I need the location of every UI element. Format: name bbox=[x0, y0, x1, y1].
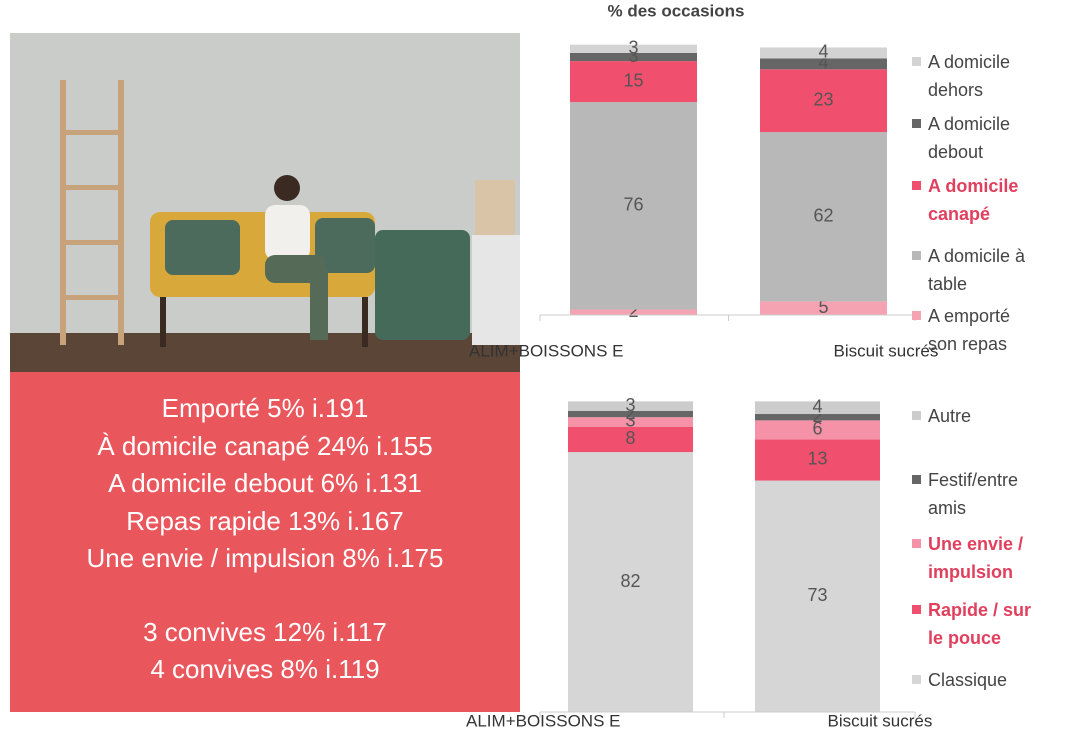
legend-entry: A domicile à table bbox=[912, 242, 1042, 298]
x-tick-label: ALIM+BOISSONS E bbox=[469, 341, 623, 360]
legend-entry: Une envie / impulsion bbox=[912, 530, 1042, 586]
legend-label: Classique bbox=[928, 670, 1007, 690]
data-label: 73 bbox=[807, 585, 827, 605]
x-tick-label: Biscuit sucrés bbox=[828, 711, 933, 730]
legend-swatch bbox=[912, 119, 921, 128]
legend-label: Une envie / impulsion bbox=[928, 534, 1023, 582]
x-tick-label: ALIM+BOISSONS E bbox=[466, 711, 620, 730]
data-label: 3 bbox=[628, 38, 638, 58]
legend-swatch bbox=[912, 411, 921, 420]
slide: Emporté 5% i.191À domicile canapé 24% i.… bbox=[0, 0, 1067, 739]
data-label: 82 bbox=[620, 571, 640, 591]
legend-entry: A emporté son repas bbox=[912, 302, 1042, 358]
data-label: 76 bbox=[623, 195, 643, 215]
legend-entry: Festif/entre amis bbox=[912, 466, 1042, 522]
chart-title: % des occasions bbox=[607, 1, 744, 20]
legend-entry: Autre bbox=[912, 402, 1042, 430]
data-label: 4 bbox=[812, 396, 822, 416]
charts: % des occasions2761533ALIM+BOISSONS E562… bbox=[0, 0, 1067, 739]
legend-swatch bbox=[912, 311, 921, 320]
data-label: 62 bbox=[813, 205, 833, 225]
legend-label: A domicile canapé bbox=[928, 176, 1018, 224]
data-label: 23 bbox=[813, 89, 833, 109]
legend-label: Autre bbox=[928, 406, 971, 426]
legend-label: A domicile à table bbox=[928, 246, 1025, 294]
legend-entry: Classique bbox=[912, 666, 1042, 694]
legend-label: Festif/entre amis bbox=[928, 470, 1018, 518]
legend-swatch bbox=[912, 539, 921, 548]
data-label: 8 bbox=[625, 428, 635, 448]
legend-swatch bbox=[912, 181, 921, 190]
data-label: 3 bbox=[625, 395, 635, 415]
legend-swatch bbox=[912, 605, 921, 614]
legend-swatch bbox=[912, 675, 921, 684]
legend-label: Rapide / sur le pouce bbox=[928, 600, 1031, 648]
legend-label: A domicile debout bbox=[928, 114, 1010, 162]
data-label: 15 bbox=[623, 70, 643, 90]
legend-swatch bbox=[912, 475, 921, 484]
legend-swatch bbox=[912, 251, 921, 260]
legend-entry: A domicile debout bbox=[912, 110, 1042, 166]
legend-label: A emporté son repas bbox=[928, 306, 1010, 354]
data-label: 13 bbox=[807, 449, 827, 469]
legend-swatch bbox=[912, 57, 921, 66]
legend-entry: A domicile dehors bbox=[912, 48, 1042, 104]
data-label: 4 bbox=[818, 42, 828, 62]
legend-entry: Rapide / sur le pouce bbox=[912, 596, 1042, 652]
legend-label: A domicile dehors bbox=[928, 52, 1010, 100]
legend-entry: A domicile canapé bbox=[912, 172, 1042, 228]
